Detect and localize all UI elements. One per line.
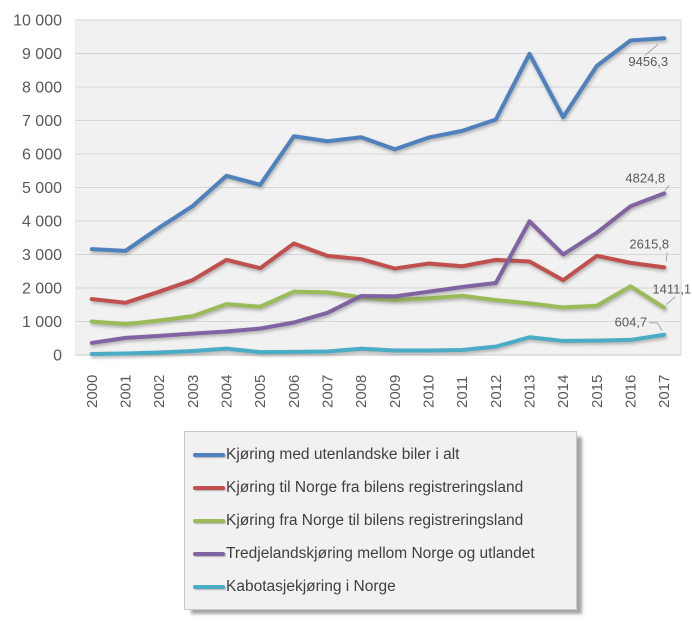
x-axis-tick-label: 2011 <box>454 376 471 408</box>
x-axis-tick-label: 2001 <box>118 375 135 408</box>
x-axis-tick-label: 2002 <box>151 375 168 408</box>
series-end-data-label: 9456,3 <box>628 54 668 69</box>
legend-line-swatch <box>193 551 225 556</box>
x-axis-tick-label: 2007 <box>320 375 337 408</box>
series-end-data-label: 604,7 <box>615 315 648 330</box>
y-axis-tick-label: 8 000 <box>22 80 62 97</box>
legend-item-cabotage: Kabotasjekjøring i Norge <box>193 576 568 598</box>
x-axis-tick-label: 2017 <box>656 375 673 408</box>
x-axis-tick-label: 2010 <box>421 375 438 408</box>
series-line <box>89 241 667 305</box>
data-label-leader-line <box>649 322 663 332</box>
y-axis-tick-label: 1 000 <box>22 314 62 331</box>
x-axis-tick-label: 2005 <box>252 375 269 408</box>
series-end-data-label: 4824,8 <box>625 170 665 185</box>
y-axis-tick-label: 6 000 <box>22 147 62 164</box>
y-axis-tick-label: 4 000 <box>22 214 62 231</box>
x-axis-tick-label: 2012 <box>488 375 505 408</box>
data-label-leader-line <box>665 296 676 306</box>
y-axis-tick-label: 10 000 <box>13 13 62 30</box>
legend-line-swatch <box>193 518 225 523</box>
x-axis-tick-label: 2004 <box>219 375 236 408</box>
legend-item-total: Kjøring med utenlandske biler i alt <box>193 444 568 466</box>
series-line <box>89 191 667 345</box>
x-axis-tick-label: 2008 <box>353 375 370 408</box>
y-axis-tick-label: 3 000 <box>22 247 62 264</box>
data-label-leader-line <box>644 43 659 56</box>
y-axis-tick-label: 7 000 <box>22 113 62 130</box>
y-axis-tick-label: 9 000 <box>22 46 62 63</box>
legend-line-swatch <box>193 584 225 589</box>
y-axis-tick-label: 5 000 <box>22 180 62 197</box>
legend-label: Kabotasjekjøring i Norge <box>226 577 396 595</box>
legend-line-swatch <box>193 485 225 490</box>
legend-label: Kjøring fra Norge til bilens registrerin… <box>226 511 524 529</box>
x-axis-tick-label: 2006 <box>286 375 303 408</box>
series-line <box>89 36 667 253</box>
series-line <box>89 284 667 327</box>
x-axis-tick-label: 2000 <box>84 375 101 408</box>
x-axis-tick-label: 2015 <box>589 375 606 408</box>
series-end-data-label: 1411,1 <box>652 282 691 297</box>
plot-area: 0 1 000 2 000 3 000 4 000 5 000 6 000 7 000 8 00… <box>13 13 691 409</box>
legend: Kjøring med utenlandske biler i alt Kjør… <box>184 431 577 610</box>
x-axis-tick-label: 2014 <box>555 375 572 408</box>
y-axis-tick-label: 2 000 <box>22 281 62 298</box>
legend-item-from-norway: Kjøring fra Norge til bilens registrerin… <box>193 510 568 532</box>
x-axis-tick-label: 2016 <box>623 375 640 408</box>
series-line <box>89 332 667 356</box>
legend-label: Tredjelandskjøring mellom Norge og utlan… <box>226 544 535 562</box>
x-axis-tick-label: 2013 <box>522 375 539 408</box>
legend-line-swatch <box>193 452 225 457</box>
legend-label: Kjøring med utenlandske biler i alt <box>226 445 460 463</box>
data-label-leader-line <box>665 252 668 262</box>
x-axis-tick-label: 2003 <box>185 375 202 408</box>
y-axis-tick-label: 0 <box>53 348 62 365</box>
legend-item-to-norway: Kjøring til Norge fra bilens registrerin… <box>193 477 568 499</box>
legend-label: Kjøring til Norge fra bilens registrerin… <box>226 478 524 496</box>
data-label-leader-line <box>664 185 670 191</box>
series-end-data-label: 2615,8 <box>629 236 669 251</box>
legend-item-third-country: Tredjelandskjøring mellom Norge og utlan… <box>193 543 568 565</box>
x-axis-tick-label: 2009 <box>387 375 404 408</box>
